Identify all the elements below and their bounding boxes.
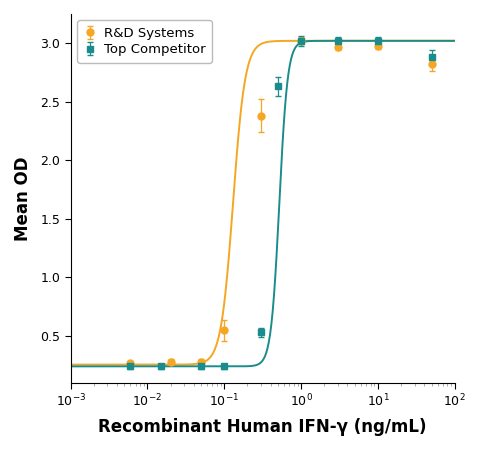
Y-axis label: Mean OD: Mean OD [14,156,32,241]
Legend: R&D Systems, Top Competitor: R&D Systems, Top Competitor [77,21,212,63]
X-axis label: Recombinant Human IFN-γ (ng/mL): Recombinant Human IFN-γ (ng/mL) [98,418,427,436]
